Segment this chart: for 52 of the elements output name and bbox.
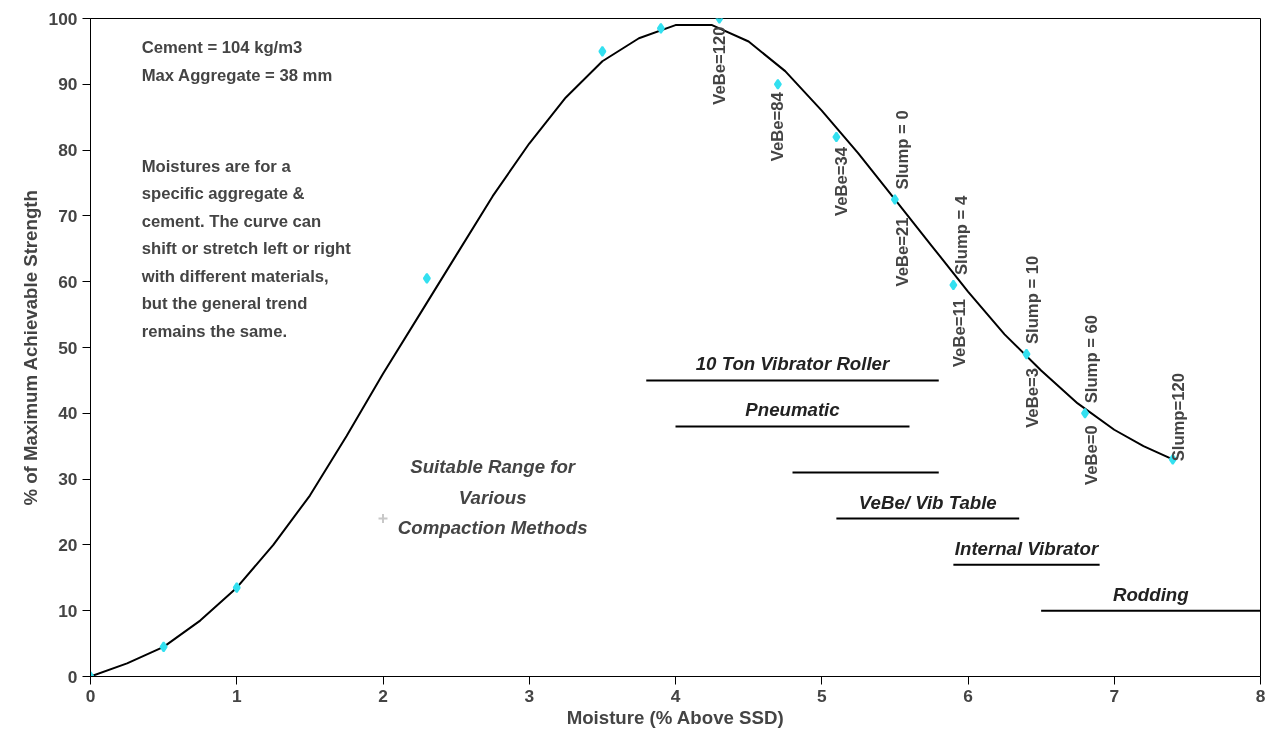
annotation: Slump = 60 xyxy=(1081,314,1101,404)
annotation: VeBe=120 xyxy=(709,26,729,105)
annotation: VeBe=11 xyxy=(949,298,969,368)
point xyxy=(890,193,899,205)
x-tick-label: 4 xyxy=(670,685,681,706)
point xyxy=(159,641,168,653)
y-tick-label: 40 xyxy=(58,403,78,424)
x-tick-label: 3 xyxy=(524,685,535,706)
annotation: VeBe=0 xyxy=(1081,425,1101,486)
x-tick-label: 6 xyxy=(963,685,974,706)
x-tick-label: 5 xyxy=(816,685,827,706)
annotation: Slump = 10 xyxy=(1023,255,1042,345)
x-tick-label: 1 xyxy=(231,685,242,706)
y-tick-label: 10 xyxy=(58,600,78,621)
point xyxy=(773,78,782,90)
y-tick-label: 80 xyxy=(58,140,78,161)
series-label: Pneumatic xyxy=(745,399,841,421)
x-tick-label: 7 xyxy=(1109,685,1120,706)
x-tick-label: 0 xyxy=(85,685,96,706)
y-tick-label: 90 xyxy=(58,74,78,95)
series-label: Internal Vibrator xyxy=(954,537,1100,559)
annotation: Slump = 4 xyxy=(951,195,971,275)
y-tick-label: 0 xyxy=(67,666,78,687)
point xyxy=(1022,348,1031,360)
point xyxy=(832,131,841,143)
annotation: VeBe=21 xyxy=(893,217,913,287)
y-tick-label: 50 xyxy=(58,337,78,358)
y-tick-label: 30 xyxy=(58,469,78,490)
annotation: Cement = 104 kg/m3 Max Aggregate = 38 mm xyxy=(141,38,333,85)
annotation: VeBe=3 xyxy=(1023,368,1042,428)
y-axis-title: % of Maximum Achievable Strength xyxy=(19,190,41,506)
annotation: VeBe=84 xyxy=(768,91,788,162)
annotation: VeBe=34 xyxy=(831,146,851,216)
annotation: Suitable Range for Various Compaction Methods xyxy=(397,456,588,538)
point xyxy=(949,279,958,291)
series-label: Rodding xyxy=(1112,583,1190,605)
point xyxy=(232,582,241,594)
y-tick-label: 100 xyxy=(48,8,78,29)
annotation: Moistures are for a specific aggregate & cement. The curve can shift or stretch left or right with different materials, but the general trend remains the same. xyxy=(140,156,352,341)
point xyxy=(422,272,431,284)
annotation: Slump=120 xyxy=(1169,372,1189,462)
x-tick-label: 8 xyxy=(1255,685,1266,706)
series-label: 10 Ton Vibrator Roller xyxy=(695,353,891,375)
x-tick-label: 2 xyxy=(378,685,388,706)
x-axis-title: Moisture (% Above SSD) xyxy=(566,706,784,728)
y-tick-label: 60 xyxy=(58,271,78,292)
y-tick-label: 70 xyxy=(58,205,78,226)
point xyxy=(656,22,665,34)
annotation: Slump = 0 xyxy=(893,110,913,190)
point xyxy=(598,45,607,57)
y-tick-label: 20 xyxy=(58,534,78,555)
series-label: VeBe/ Vib Table xyxy=(858,491,997,513)
